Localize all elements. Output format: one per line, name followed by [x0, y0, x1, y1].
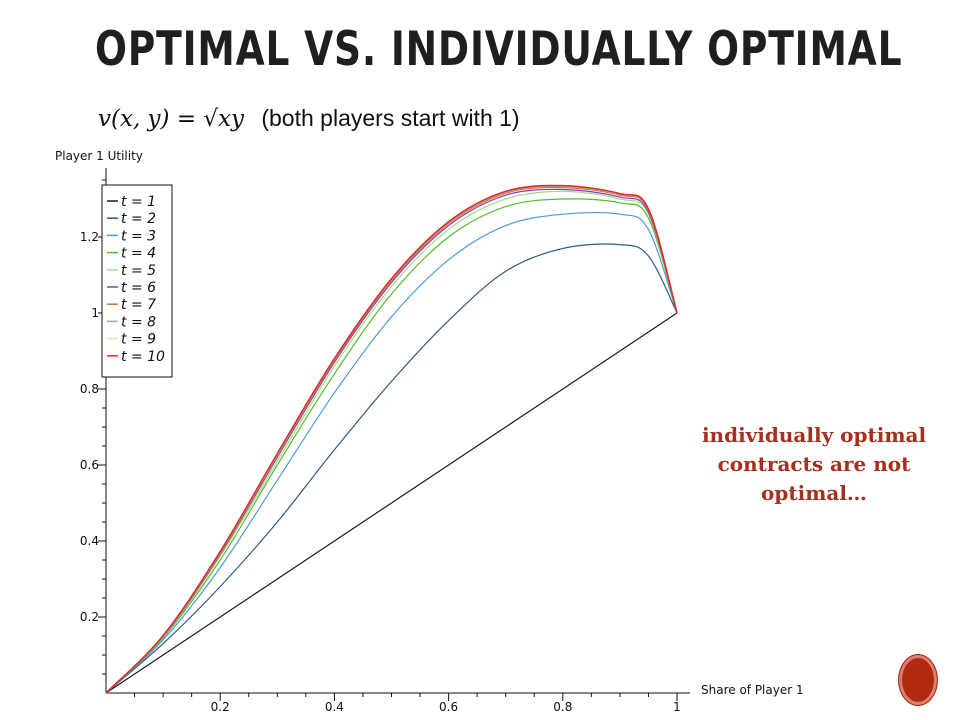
legend-box — [101, 184, 173, 378]
next-slide-button[interactable] — [899, 655, 937, 705]
series-line-t2 — [105, 243, 678, 694]
x-axis-label: Share of Player 1 — [701, 683, 804, 697]
legend-label: t = 2 — [121, 211, 156, 227]
y-tick-label: 0.8 — [80, 382, 99, 396]
series-line-t9 — [105, 185, 678, 694]
legend-label: t = 5 — [121, 263, 156, 279]
y-tick-label: 0.2 — [80, 610, 99, 624]
legend-label: t = 3 — [121, 228, 156, 244]
series-line-t4 — [105, 198, 678, 694]
x-tick-label: 1 — [673, 700, 681, 714]
formula-note: (both players start with 1) — [261, 105, 520, 131]
legend-label: t = 4 — [121, 246, 156, 262]
series-line-t3 — [105, 211, 678, 694]
chart-series — [105, 184, 678, 694]
series-line-t1 — [105, 312, 678, 694]
series-line-t7 — [105, 186, 678, 694]
series-line-t8 — [105, 185, 678, 694]
y-tick-label: 1.2 — [80, 230, 99, 244]
x-tick-label: 0.2 — [211, 700, 230, 714]
legend-label: t = 1 — [121, 194, 156, 210]
chart-legend: t = 1t = 2t = 3 t = 4t = 5t = 6t = 7t = 8… — [101, 184, 173, 378]
legend-label: t = 8 — [121, 314, 156, 330]
x-tick-label: 0.6 — [439, 700, 458, 714]
x-tick-label: 0.4 — [325, 700, 344, 714]
y-axis-label: Player 1 Utility — [55, 149, 143, 163]
series-line-t10 — [105, 184, 678, 694]
series-line-t6 — [105, 188, 678, 694]
slide-title: OPTIMAL VS. INDIVIDUALLY OPTIMAL — [95, 22, 903, 77]
formula-expression: v(x, y) = √xy — [98, 106, 245, 132]
annotation-text: individually optimal contracts are not o… — [701, 423, 927, 505]
utility-formula: v(x, y) = √xy (both players start with 1… — [98, 105, 520, 132]
legend-label: t = 9 — [121, 332, 156, 348]
y-tick-label: 0.6 — [80, 458, 99, 472]
legend-label: t = 6 — [121, 280, 156, 296]
y-tick-label: 0.4 — [80, 534, 99, 548]
legend-label: t = 10 — [121, 349, 165, 365]
y-tick-label: 1 — [91, 306, 99, 320]
x-tick-label: 0.8 — [553, 700, 572, 714]
series-line-t5 — [105, 190, 678, 694]
legend-label: t = 7 — [121, 297, 156, 313]
chart-axes: 0.2 0.4 0.6 0.8 1 0.2 0.4 0.6 0.8 1 1.2 Player 1 Ut… — [55, 149, 804, 714]
